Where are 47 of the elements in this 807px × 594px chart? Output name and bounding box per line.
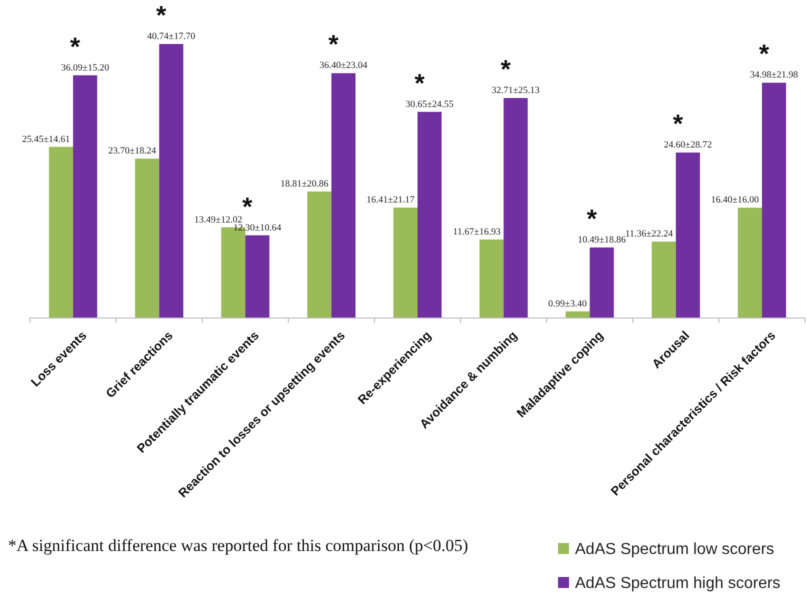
bar xyxy=(418,112,442,318)
data-label: 11.67±16.93 xyxy=(452,228,501,238)
bar xyxy=(738,208,762,318)
data-label: 36.40±23.04 xyxy=(319,61,368,72)
bar xyxy=(566,311,590,318)
annotation: * xyxy=(156,0,168,30)
bar xyxy=(159,44,184,318)
data-label: 0.99±3.40 xyxy=(548,299,587,310)
bar xyxy=(393,208,418,318)
data-label: 40.74±17.70 xyxy=(147,32,196,42)
text: *A significant difference was reported for this comparison (p<0.05) xyxy=(8,536,468,555)
data-label: 16.41±21.17 xyxy=(366,196,415,206)
bar xyxy=(504,98,528,318)
data-label: 25.45±14.61 xyxy=(22,134,70,145)
annotation: * xyxy=(500,54,512,84)
bar xyxy=(48,146,74,318)
annotation: * xyxy=(328,29,340,60)
bar xyxy=(652,242,676,318)
data-label: 32.71±25.13 xyxy=(492,86,540,96)
annotation: * xyxy=(758,38,770,69)
bar xyxy=(73,75,98,318)
data-label: 16.40±16.00 xyxy=(710,196,760,206)
bar xyxy=(762,82,786,318)
annotation: * xyxy=(70,31,82,62)
data-label: 30.65±24.55 xyxy=(406,100,454,110)
bar xyxy=(245,235,270,318)
bar xyxy=(331,73,356,318)
legend-label: AdAS Spectrum low scorers xyxy=(575,541,774,558)
data-label: 18.81±20.86 xyxy=(280,179,329,190)
data-label: 24.60±28.72 xyxy=(664,140,712,151)
bar xyxy=(590,247,614,318)
annotation: * xyxy=(586,203,598,234)
bar xyxy=(480,240,504,318)
bar xyxy=(135,158,160,318)
legend-label: AdAS Spectrum high scorers xyxy=(575,575,780,592)
annotation: * xyxy=(414,68,426,98)
annotation: * xyxy=(672,108,684,139)
data-label: 10.49±18.86 xyxy=(578,235,626,246)
bar xyxy=(307,191,332,318)
data-label: 34.98±21.98 xyxy=(750,70,798,81)
data-label: 13.49±12.02 xyxy=(194,215,243,226)
data-label: 23.70±18.24 xyxy=(108,146,156,157)
data-label: 36.09±15.20 xyxy=(61,63,110,74)
data-label: 12.30±10.64 xyxy=(233,223,282,234)
data-label: 11.36±22.24 xyxy=(625,230,674,240)
bar xyxy=(676,152,700,318)
annotation: * xyxy=(242,191,254,222)
